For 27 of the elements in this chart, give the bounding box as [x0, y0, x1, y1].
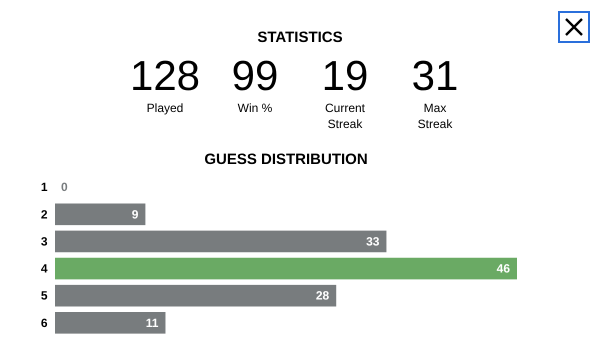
y-tick-label: 6: [40, 316, 48, 330]
y-tick-label: 5: [40, 288, 48, 303]
text: Current Streak: [324, 101, 366, 131]
chart-title: GUESS DISTRIBUTION: [204, 151, 368, 168]
data-label: 28: [316, 288, 330, 303]
y-tick-label: 4: [40, 262, 48, 276]
text: 128: [130, 52, 200, 99]
y-tick-label: 3: [40, 234, 48, 248]
text: 99: [232, 52, 278, 99]
text: Max Streak: [418, 101, 454, 131]
bar: [55, 258, 517, 280]
text: STATISTICS: [257, 29, 343, 46]
y-tick-label: 1: [40, 180, 48, 194]
bar: [55, 284, 336, 307]
text: 31: [412, 52, 458, 99]
data-label: 33: [366, 234, 380, 248]
bar: [55, 230, 386, 252]
y-tick-label: 2: [40, 207, 48, 222]
text: 19: [322, 52, 368, 99]
bar: [55, 203, 146, 226]
data-label: 9: [132, 207, 139, 222]
data-label: 46: [496, 262, 510, 276]
data-label: 0: [61, 180, 68, 194]
bar: [55, 312, 166, 334]
text: Played: [146, 101, 184, 115]
data-label: 11: [146, 316, 159, 330]
text: Win %: [238, 101, 273, 115]
